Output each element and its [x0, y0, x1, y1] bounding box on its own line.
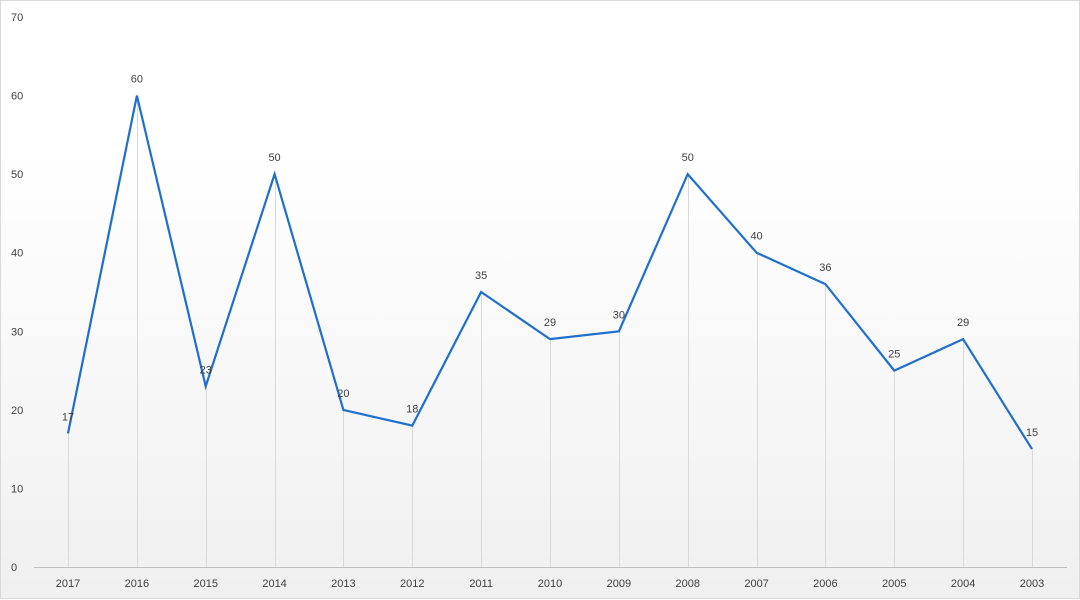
- x-tick-label: 2011: [469, 578, 493, 590]
- x-tick-label: 2014: [262, 578, 286, 590]
- x-tick-label: 2013: [331, 578, 355, 590]
- x-tick-label: 2009: [607, 578, 631, 590]
- y-tick-label: 60: [11, 91, 23, 103]
- x-tick-label: 2006: [813, 578, 837, 590]
- data-label: 36: [819, 262, 831, 274]
- x-tick-label: 2007: [744, 578, 768, 590]
- y-tick-label: 50: [11, 169, 23, 181]
- y-tick-label: 20: [11, 405, 23, 417]
- data-label: 30: [613, 309, 625, 321]
- data-label: 60: [131, 74, 143, 86]
- y-tick-label: 30: [11, 326, 23, 338]
- x-tick-label: 2017: [56, 578, 80, 590]
- data-label: 17: [62, 411, 74, 423]
- y-tick-label: 0: [11, 562, 17, 574]
- data-label: 20: [337, 388, 349, 400]
- series-line: [66, 95, 1033, 450]
- x-tick-label: 2015: [193, 578, 217, 590]
- drop-lines: [68, 95, 1033, 567]
- data-label: 15: [1026, 427, 1038, 439]
- y-axis: 0 10 20 30 40 50 60 70: [11, 12, 23, 574]
- y-tick-label: 40: [11, 248, 23, 260]
- data-label: 29: [957, 317, 969, 329]
- data-label: 50: [268, 152, 280, 164]
- data-label: 18: [406, 404, 418, 416]
- x-tick-label: 2003: [1020, 578, 1044, 590]
- data-label: 50: [682, 152, 694, 164]
- data-labels: 17 60 23 50 20 18 35 29 30 50 40 36 25 29 15: [62, 74, 1038, 440]
- x-tick-label: 2016: [125, 578, 149, 590]
- data-label: 40: [750, 231, 762, 243]
- data-label: 25: [888, 349, 900, 361]
- x-tick-label: 2005: [882, 578, 906, 590]
- x-axis: 2017 2016 2015 2014 2013 2012 2011 2010 2009 2008…: [56, 578, 1044, 590]
- x-tick-label: 2008: [675, 578, 699, 590]
- y-tick-label: 70: [11, 12, 23, 24]
- data-label: 29: [544, 317, 556, 329]
- x-tick-label: 2004: [951, 578, 975, 590]
- y-tick-label: 10: [11, 483, 23, 495]
- data-label: 23: [200, 364, 212, 376]
- x-tick-label: 2012: [400, 578, 424, 590]
- data-label: 35: [475, 270, 487, 282]
- x-tick-label: 2010: [538, 578, 562, 590]
